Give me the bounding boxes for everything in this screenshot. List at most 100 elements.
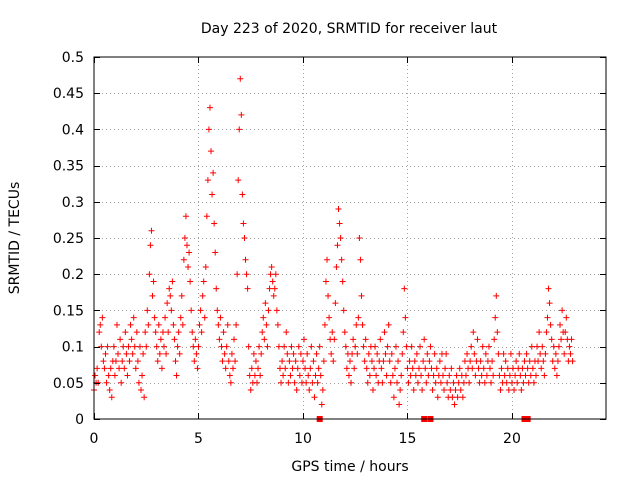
data-point (183, 242, 190, 249)
data-point (457, 387, 464, 394)
data-point (358, 292, 365, 299)
data-point (466, 379, 473, 386)
data-point (285, 379, 292, 386)
data-point (496, 372, 503, 379)
data-point (381, 329, 388, 336)
data-point (158, 365, 165, 372)
data-point (170, 321, 177, 328)
data-point (483, 372, 490, 379)
data-point (102, 350, 109, 357)
data-point (128, 336, 135, 343)
data-point (106, 387, 113, 394)
data-point (157, 336, 164, 343)
data-point (545, 285, 552, 292)
data-point (311, 394, 318, 401)
data-point (503, 379, 510, 386)
data-point (113, 321, 120, 328)
data-point (100, 358, 107, 365)
data-point (459, 394, 466, 401)
data-point (508, 379, 515, 386)
data-point (378, 365, 385, 372)
data-point (455, 379, 462, 386)
data-point (105, 372, 112, 379)
data-point (522, 372, 529, 379)
data-point (209, 191, 216, 198)
data-point (497, 387, 504, 394)
data-point (292, 358, 299, 365)
data-point (223, 343, 230, 350)
data-point (476, 379, 483, 386)
data-point (287, 372, 294, 379)
data-point (518, 387, 525, 394)
data-point (291, 379, 298, 386)
data-point (165, 329, 172, 336)
data-point (424, 350, 431, 357)
data-point (310, 358, 317, 365)
data-point (342, 343, 349, 350)
data-point (528, 343, 535, 350)
data-point (167, 292, 174, 299)
data-point (474, 336, 481, 343)
data-point (489, 358, 496, 365)
data-point (180, 256, 187, 263)
data-point (437, 379, 444, 386)
data-point (410, 387, 417, 394)
data-point (203, 213, 210, 220)
data-point (216, 336, 223, 343)
data-point (129, 350, 136, 357)
data-point (124, 372, 131, 379)
data-point (426, 358, 433, 365)
data-point (481, 379, 488, 386)
data-point (490, 372, 497, 379)
data-point (248, 365, 255, 372)
data-point (258, 350, 265, 357)
x-tick-label: 20 (503, 431, 521, 447)
data-point (418, 372, 425, 379)
data-point (380, 358, 387, 365)
data-point (519, 365, 526, 372)
data-point (149, 292, 156, 299)
x-axis-label: GPS time / hours (291, 459, 408, 475)
data-point (361, 358, 368, 365)
data-point (278, 379, 285, 386)
data-point (333, 263, 340, 270)
data-point (362, 336, 369, 343)
data-point (199, 292, 206, 299)
data-point (422, 365, 429, 372)
data-point (259, 329, 266, 336)
data-point (433, 365, 440, 372)
data-point (182, 213, 189, 220)
data-point (420, 358, 427, 365)
data-point (464, 350, 471, 357)
data-point (250, 350, 257, 357)
data-point (276, 365, 283, 372)
data-point (492, 314, 499, 321)
data-point (462, 372, 469, 379)
data-point (118, 379, 125, 386)
data-point (352, 343, 359, 350)
data-point (563, 314, 570, 321)
data-point (187, 278, 194, 285)
data-point (174, 343, 181, 350)
data-point (185, 263, 192, 270)
data-point (450, 379, 457, 386)
data-point (295, 343, 302, 350)
data-point (95, 379, 102, 386)
data-point (396, 401, 403, 408)
data-point (340, 307, 347, 314)
y-tick-label: 0.15 (53, 303, 84, 319)
data-point (218, 343, 225, 350)
data-point (139, 372, 146, 379)
data-point (220, 329, 227, 336)
data-point (294, 365, 301, 372)
data-point (322, 278, 329, 285)
data-point (297, 350, 304, 357)
data-point (366, 372, 373, 379)
data-point (155, 321, 162, 328)
data-point (133, 329, 140, 336)
data-point (163, 350, 170, 357)
data-point (421, 336, 428, 343)
data-point (245, 343, 252, 350)
data-point (172, 358, 179, 365)
